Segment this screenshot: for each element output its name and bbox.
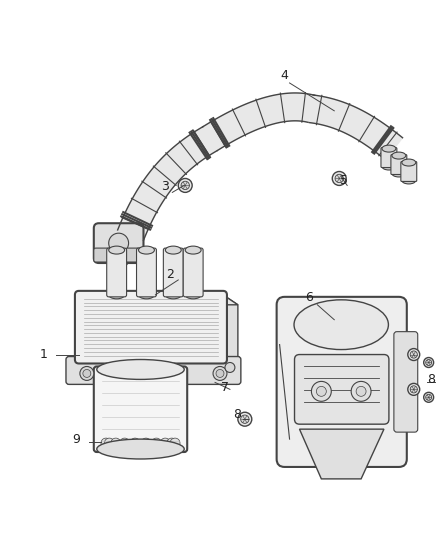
Ellipse shape: [109, 246, 124, 254]
Ellipse shape: [185, 291, 201, 299]
Circle shape: [316, 386, 326, 397]
Circle shape: [238, 412, 252, 426]
Ellipse shape: [138, 246, 155, 254]
Circle shape: [160, 438, 170, 448]
Circle shape: [216, 369, 224, 377]
Text: 8: 8: [427, 373, 434, 386]
Circle shape: [332, 172, 346, 185]
Ellipse shape: [294, 300, 389, 350]
Circle shape: [181, 181, 189, 190]
Text: 1: 1: [39, 348, 47, 361]
Text: 7: 7: [221, 381, 229, 394]
Circle shape: [111, 438, 121, 448]
Circle shape: [240, 415, 249, 423]
Ellipse shape: [165, 291, 181, 299]
Circle shape: [152, 438, 161, 448]
Polygon shape: [79, 295, 238, 305]
FancyBboxPatch shape: [94, 223, 144, 263]
FancyBboxPatch shape: [381, 148, 397, 167]
FancyBboxPatch shape: [163, 248, 183, 297]
FancyBboxPatch shape: [391, 155, 407, 174]
Ellipse shape: [392, 170, 406, 177]
Circle shape: [335, 174, 343, 183]
Ellipse shape: [392, 152, 406, 159]
FancyBboxPatch shape: [66, 357, 241, 384]
Polygon shape: [310, 95, 403, 159]
Circle shape: [130, 438, 140, 448]
FancyBboxPatch shape: [107, 248, 127, 297]
Polygon shape: [300, 429, 384, 479]
Ellipse shape: [109, 291, 124, 299]
Circle shape: [178, 179, 192, 192]
Circle shape: [101, 438, 111, 448]
Circle shape: [225, 362, 235, 373]
Circle shape: [424, 358, 434, 367]
FancyBboxPatch shape: [401, 161, 417, 181]
Circle shape: [80, 367, 94, 381]
FancyBboxPatch shape: [126, 248, 144, 262]
Ellipse shape: [382, 163, 396, 170]
Text: 2: 2: [166, 269, 174, 281]
FancyBboxPatch shape: [137, 248, 156, 297]
FancyBboxPatch shape: [110, 251, 127, 265]
Circle shape: [424, 392, 434, 402]
Text: 3: 3: [162, 180, 169, 193]
FancyBboxPatch shape: [94, 248, 112, 262]
Circle shape: [408, 349, 420, 360]
Text: 4: 4: [281, 69, 289, 83]
Text: 5: 5: [340, 174, 348, 187]
Circle shape: [311, 382, 331, 401]
Text: 8: 8: [233, 408, 241, 421]
Circle shape: [410, 351, 417, 358]
FancyBboxPatch shape: [277, 297, 407, 467]
Ellipse shape: [402, 177, 416, 184]
Polygon shape: [223, 295, 238, 369]
Polygon shape: [118, 127, 217, 240]
Circle shape: [170, 438, 180, 448]
Circle shape: [213, 367, 227, 381]
Circle shape: [408, 383, 420, 395]
Ellipse shape: [97, 439, 184, 459]
Circle shape: [120, 438, 130, 448]
Circle shape: [426, 360, 431, 366]
Circle shape: [83, 369, 91, 377]
Text: 6: 6: [305, 292, 313, 304]
Ellipse shape: [138, 291, 155, 299]
Circle shape: [109, 233, 129, 253]
FancyBboxPatch shape: [394, 332, 418, 432]
FancyBboxPatch shape: [75, 291, 227, 364]
Text: 9: 9: [72, 433, 80, 446]
Ellipse shape: [382, 145, 396, 152]
Ellipse shape: [402, 159, 416, 166]
FancyBboxPatch shape: [294, 354, 389, 424]
Ellipse shape: [97, 360, 184, 379]
Circle shape: [426, 394, 431, 400]
Circle shape: [141, 438, 151, 448]
FancyBboxPatch shape: [183, 248, 203, 297]
Ellipse shape: [185, 246, 201, 254]
Circle shape: [410, 386, 417, 393]
Circle shape: [351, 382, 371, 401]
Circle shape: [167, 438, 177, 448]
Polygon shape: [203, 93, 314, 150]
FancyBboxPatch shape: [94, 367, 187, 452]
Circle shape: [356, 386, 366, 397]
Ellipse shape: [165, 246, 181, 254]
Circle shape: [104, 438, 114, 448]
